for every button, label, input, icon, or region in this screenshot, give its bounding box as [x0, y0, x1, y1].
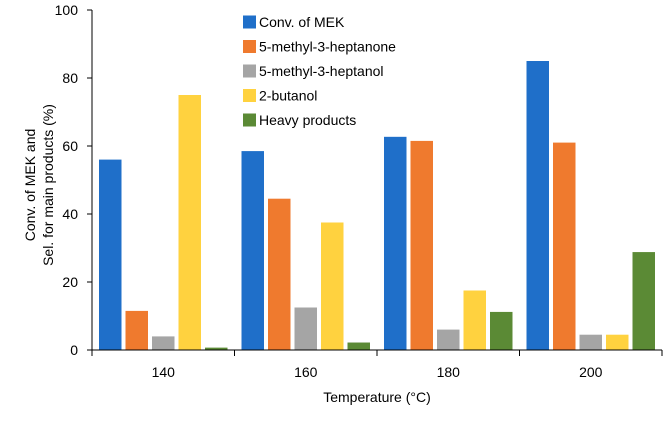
bar-2-butanol-140 [178, 95, 201, 350]
x-tick-label: 200 [579, 364, 603, 380]
bar-heavy-products-160 [347, 342, 370, 350]
bar-5-methyl-3-heptanone-140 [125, 310, 148, 350]
bar-5-methyl-3-heptanol-200 [579, 334, 602, 350]
bar-conv-of-mek-140 [99, 159, 122, 350]
bar-5-methyl-3-heptanol-140 [152, 336, 175, 350]
bar-5-methyl-3-heptanone-180 [410, 140, 433, 350]
bar-conv-of-mek-160 [241, 151, 264, 350]
axes [87, 9, 663, 356]
legend-label: Conv. of MEK [259, 14, 345, 30]
bar-5-methyl-3-heptanone-160 [268, 198, 291, 350]
legend-label: 2-butanol [259, 88, 317, 104]
tick-labels: 0 20 40 60 80 100 140 160 180 200 [55, 2, 603, 380]
legend-swatch [243, 15, 256, 29]
bar-5-methyl-3-heptanone-200 [553, 142, 576, 350]
bar-2-butanol-160 [321, 222, 344, 350]
bar-5-methyl-3-heptanol-160 [294, 307, 317, 350]
bar-heavy-products-200 [632, 252, 655, 350]
x-tick-label: 140 [152, 364, 176, 380]
y-axis-title-line-1: Conv. of MEK and [22, 129, 38, 242]
bar-conv-of-mek-200 [526, 61, 549, 350]
legend-swatch [243, 40, 256, 53]
legend-swatch [243, 64, 256, 78]
bar-heavy-products-180 [490, 311, 513, 350]
bar-conv-of-mek-180 [384, 136, 407, 350]
legend-swatch [243, 89, 256, 102]
y-tick-label: 80 [62, 70, 78, 86]
bar-heavy-products-140 [205, 347, 228, 350]
y-tick-label: 40 [62, 206, 78, 222]
y-tick-label: 60 [62, 138, 78, 154]
y-tick-label: 0 [70, 342, 78, 358]
legend-label: 5-methyl-3-heptanone [259, 39, 396, 55]
bar-5-methyl-3-heptanol-180 [437, 329, 460, 350]
legend-label: 5-methyl-3-heptanol [259, 63, 384, 79]
legend: Conv. of MEK 5-methyl-3-heptanone 5-methyl… [243, 14, 396, 128]
bar-2-butanol-200 [606, 334, 629, 350]
x-tick-label: 160 [294, 364, 318, 380]
legend-label: Heavy products [259, 112, 356, 128]
y-tick-label: 100 [55, 2, 79, 18]
bar-2-butanol-180 [463, 290, 486, 350]
x-tick-label: 180 [437, 364, 461, 380]
bars [99, 61, 655, 350]
x-axis-title: Temperature (°C) [323, 389, 431, 405]
y-axis-title: Conv. of MEK and Sel. for main products … [22, 104, 56, 266]
legend-swatch [243, 113, 256, 127]
y-axis-title-line-2: Sel. for main products (%) [40, 104, 56, 266]
y-tick-label: 20 [62, 274, 78, 290]
